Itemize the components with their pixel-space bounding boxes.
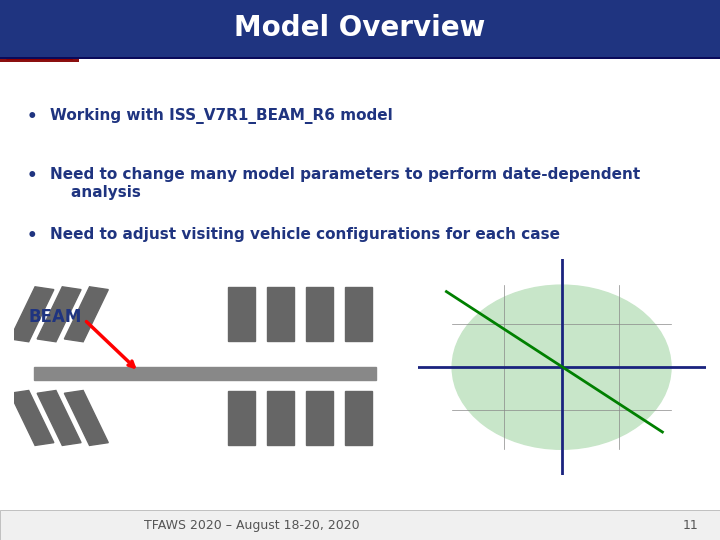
FancyBboxPatch shape [0, 0, 79, 62]
Text: TFAWS 2020 – August 18-20, 2020: TFAWS 2020 – August 18-20, 2020 [144, 519, 360, 532]
Bar [64, 287, 108, 342]
Bar [37, 390, 81, 445]
Text: Working with ISS_V7R1_BEAM_R6 model: Working with ISS_V7R1_BEAM_R6 model [50, 108, 393, 124]
Bar [267, 391, 294, 445]
Bar [228, 391, 256, 445]
Bar [10, 390, 54, 445]
Bar [64, 390, 108, 445]
Text: Need to change many model parameters to perform date-dependent
    analysis: Need to change many model parameters to … [50, 167, 641, 200]
Bar [10, 287, 54, 342]
Bar [306, 391, 333, 445]
Bar [267, 287, 294, 341]
Text: •: • [27, 167, 37, 185]
Text: BEAM: BEAM [29, 308, 82, 326]
Text: PARLETT LEWIS 3-07: PARLETT LEWIS 3-07 [12, 68, 68, 72]
Bar [306, 287, 333, 341]
Bar [345, 391, 372, 445]
Text: Model Overview: Model Overview [235, 15, 485, 42]
Text: Need to adjust visiting vehicle configurations for each case: Need to adjust visiting vehicle configur… [50, 227, 560, 242]
Text: •: • [27, 108, 37, 126]
Circle shape [452, 285, 671, 449]
Bar [345, 287, 372, 341]
Polygon shape [8, 3, 71, 59]
Bar [228, 287, 256, 341]
Circle shape [641, 5, 713, 57]
Text: 11: 11 [683, 519, 698, 532]
Text: •: • [27, 227, 37, 245]
Bar [34, 367, 376, 380]
Text: NASA: NASA [657, 24, 696, 38]
Bar [37, 287, 81, 342]
